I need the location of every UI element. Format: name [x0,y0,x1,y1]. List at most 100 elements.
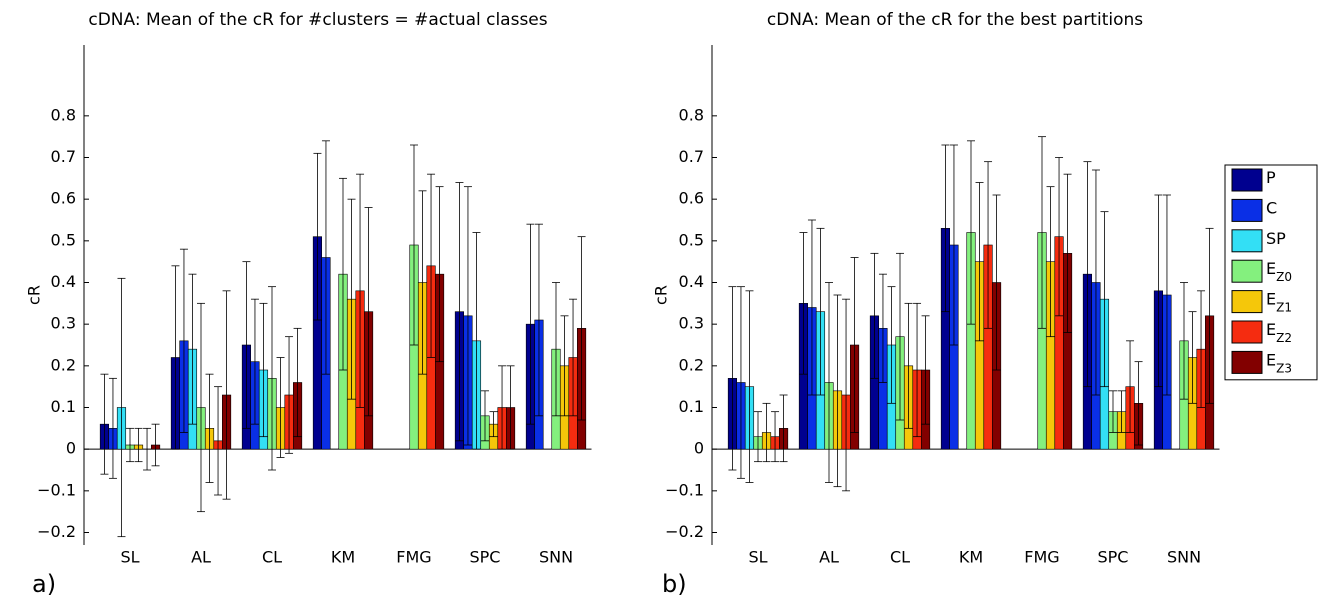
y-tick-label: −0.1 [37,480,76,499]
legend-label: C [1266,198,1277,217]
error-bar [347,198,356,400]
error-bar [1134,361,1143,446]
error-bar [268,286,276,471]
error-bar [526,223,535,425]
error-bar [984,161,993,329]
error-bar [1117,390,1126,433]
error-bar [455,182,464,442]
error-bar [825,282,833,483]
error-bar [222,290,231,500]
error-bar [1063,173,1072,333]
error-bar [293,327,302,438]
x-tick-label: SL [120,548,139,567]
error-bar [242,261,251,429]
y-axis-label: cR [652,285,671,305]
error-bar [1109,390,1117,433]
error-bar [321,140,330,375]
error-bar [285,336,294,454]
error-bar [799,232,808,375]
error-bar [463,186,472,446]
error-bar [188,273,197,425]
error-bar [171,265,180,450]
error-bar [992,194,1001,371]
y-tick-label: 0.6 [51,189,76,208]
y-tick-label: 0.6 [679,189,704,208]
legend-label: EZ0 [1266,259,1292,284]
error-bar [754,411,762,463]
error-bar [472,232,481,450]
y-axis-label: cR [25,285,44,305]
error-bar [921,315,930,425]
error-bar [339,177,347,371]
error-bar [887,286,896,404]
x-tick-label: FMG [396,548,431,567]
y-tick-label: 0.8 [51,105,76,124]
legend-swatch [1231,259,1263,283]
error-bar [214,386,223,496]
y-tick-label: 0 [694,439,704,458]
legend-label: SP [1266,228,1286,247]
legend-label: EZ3 [1266,350,1292,375]
legend-swatch [1231,198,1263,222]
y-tick-label: −0.2 [665,522,704,541]
y-tick-label: 0.3 [679,314,704,333]
x-tick-label: SNN [539,548,573,567]
y-tick-label: 0.7 [51,147,76,166]
error-bar [1126,340,1135,433]
error-bar [728,286,737,471]
error-bar [250,298,259,425]
legend-name: P [1266,168,1276,187]
x-tick-label: SL [748,548,767,567]
legend-label: EZ2 [1266,320,1292,345]
error-bar [967,140,975,325]
x-tick-label: KM [331,548,355,567]
y-tick-label: −0.1 [665,480,704,499]
error-bar [949,144,958,346]
error-bar [506,365,515,450]
x-tick-label: KM [959,548,983,567]
error-bar [577,236,586,421]
error-bar [313,152,322,321]
legend-label: P [1266,168,1276,187]
error-bar [418,190,427,375]
error-bar [807,219,816,396]
x-tick-label: SNN [1167,548,1201,567]
error-bar [481,390,489,442]
error-bar [1197,290,1206,408]
error-bar [1046,186,1055,338]
x-tick-label: AL [191,548,211,567]
x-tick-label: CL [262,548,282,567]
error-bar [560,315,569,417]
error-bar [745,290,754,483]
y-tick-label: 0.5 [51,230,76,249]
y-tick-label: 0 [66,439,76,458]
error-bar [1205,227,1214,404]
legend-subscript: Z2 [1276,331,1292,345]
y-tick-label: −0.2 [37,522,76,541]
error-bar [762,402,771,463]
panel-label: b) [662,570,687,598]
error-bar [435,186,444,363]
error-bar [259,302,268,438]
error-bar [1154,194,1163,388]
error-bar [117,277,126,538]
y-tick-label: 0.5 [679,230,704,249]
legend-name: E [1266,259,1276,278]
error-bar [904,302,913,429]
error-bar [205,373,214,483]
error-bar [878,273,887,383]
error-bar [842,298,851,492]
x-tick-label: AL [819,548,839,567]
legend-swatch [1231,290,1263,314]
error-bar [870,252,879,379]
y-tick-label: 0.2 [51,355,76,374]
error-bar [126,427,134,463]
y-tick-label: 0.7 [679,147,704,166]
error-bar [941,144,950,313]
y-tick-label: 0.1 [51,397,76,416]
error-bar [569,298,578,417]
panel-label: a) [32,570,56,598]
legend-name: C [1266,198,1277,217]
error-bar [364,207,373,417]
